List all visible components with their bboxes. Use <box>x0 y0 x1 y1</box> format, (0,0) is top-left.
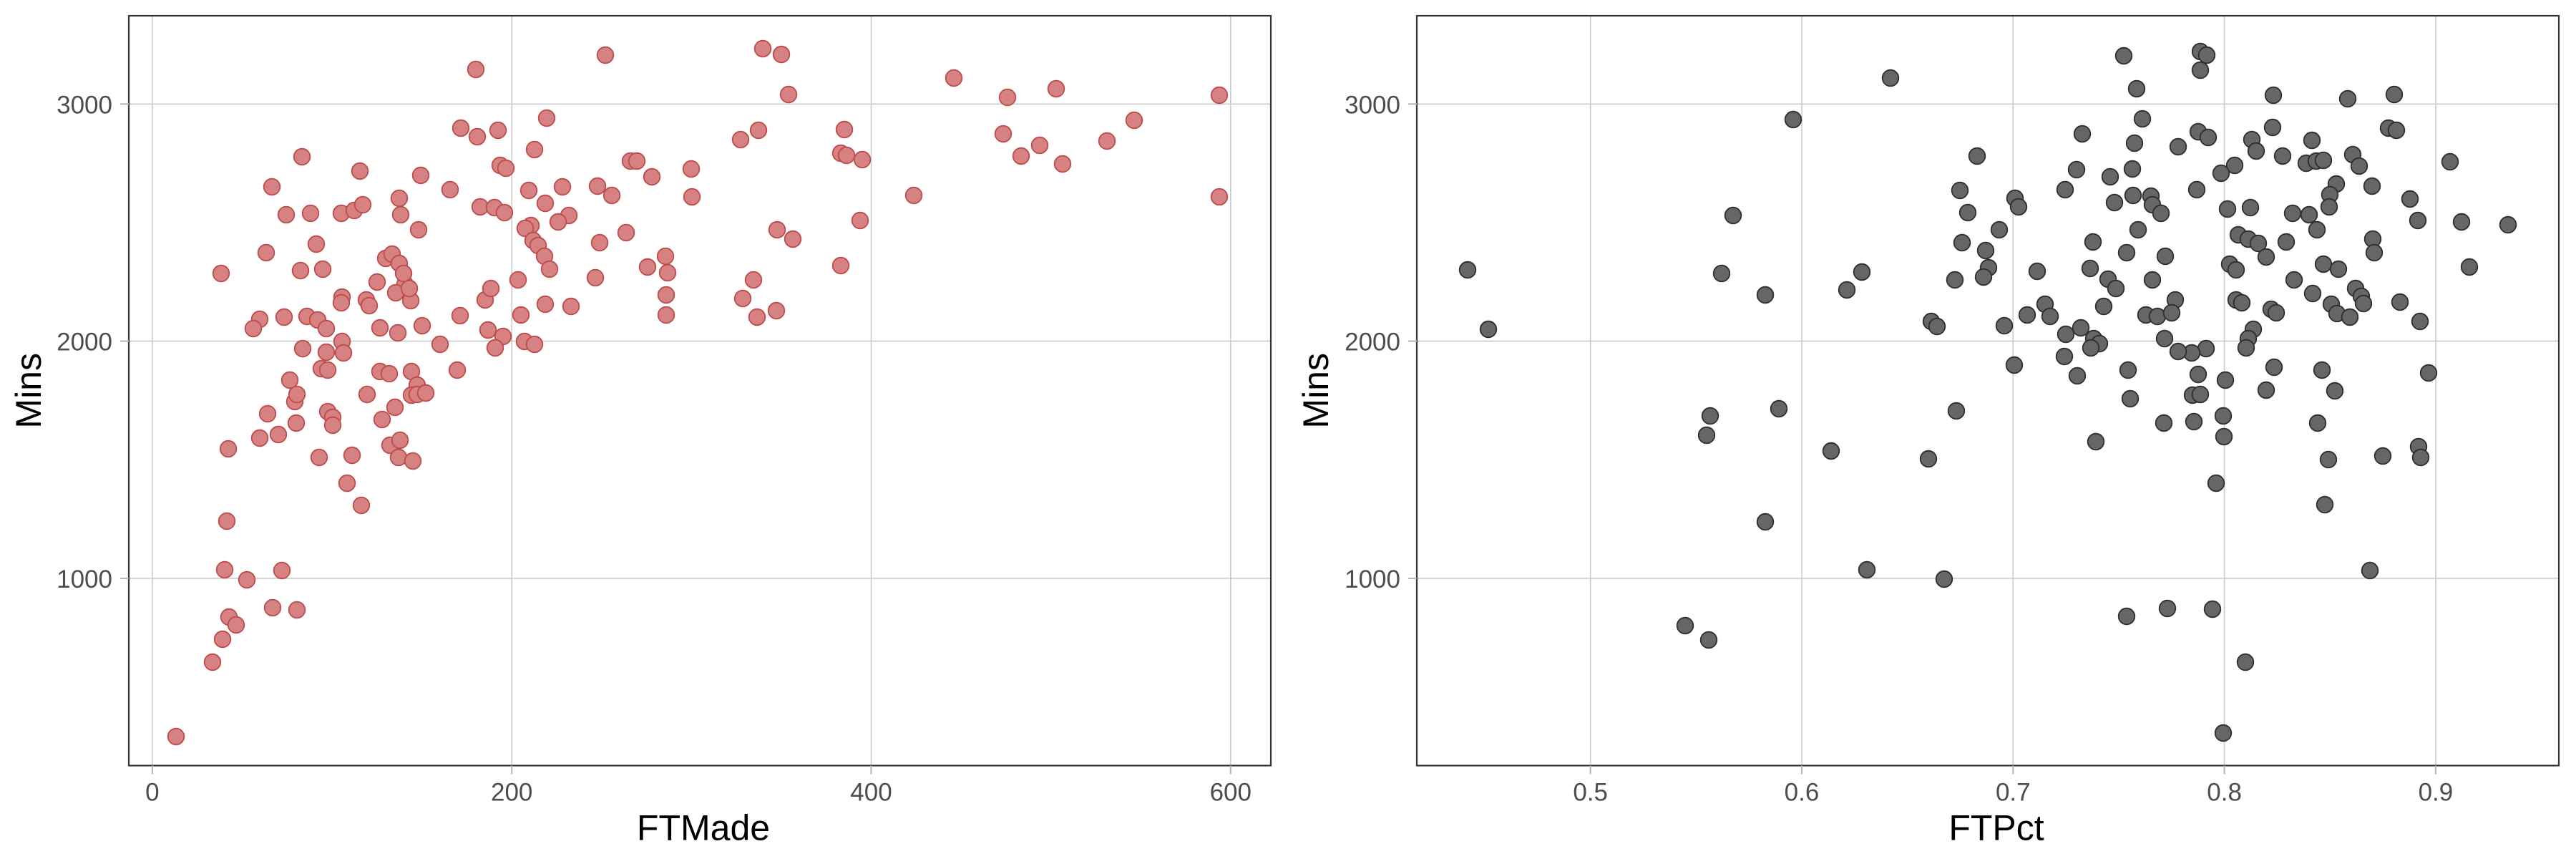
svg-text:400: 400 <box>850 779 892 807</box>
svg-text:0.9: 0.9 <box>2419 779 2454 807</box>
svg-text:3000: 3000 <box>1345 91 1400 119</box>
svg-text:0.7: 0.7 <box>1996 779 2031 807</box>
svg-text:0: 0 <box>145 779 159 807</box>
svg-text:FTMade: FTMade <box>637 808 770 848</box>
svg-text:2000: 2000 <box>1345 329 1400 356</box>
svg-text:1000: 1000 <box>57 566 112 593</box>
svg-text:1000: 1000 <box>1345 566 1400 593</box>
svg-text:FTPct: FTPct <box>1948 808 2044 848</box>
svg-text:0.8: 0.8 <box>2207 779 2242 807</box>
svg-text:Mins: Mins <box>9 353 49 429</box>
svg-text:0.5: 0.5 <box>1573 779 1608 807</box>
svg-text:0.6: 0.6 <box>1785 779 1820 807</box>
svg-text:600: 600 <box>1210 779 1252 807</box>
svg-text:3000: 3000 <box>57 91 112 119</box>
svg-text:2000: 2000 <box>57 329 112 356</box>
svg-text:200: 200 <box>491 779 532 807</box>
svg-text:Mins: Mins <box>1296 353 1336 429</box>
